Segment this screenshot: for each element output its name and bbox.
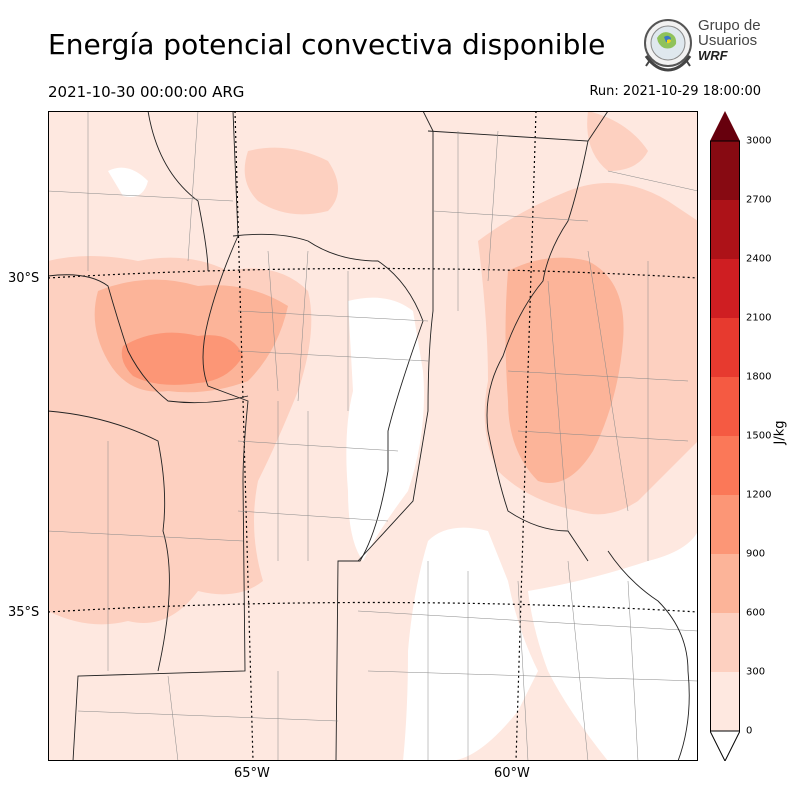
colorbar-band xyxy=(710,495,740,554)
lon-label-60w: 60°W xyxy=(494,766,530,781)
colorbar-tick-label: 2100 xyxy=(746,312,772,324)
cape-zero-area xyxy=(108,167,148,197)
logo-line-3: WRF xyxy=(698,48,728,63)
colorbar-unit: J/kg xyxy=(772,420,788,445)
valid-time: 2021-10-30 00:00:00 ARG xyxy=(48,83,245,101)
parallel-35s xyxy=(48,601,698,613)
colorbar-tick-label: 1800 xyxy=(746,371,772,383)
colorbar-band xyxy=(710,613,740,672)
lat-label-35s: 35°S xyxy=(8,605,40,620)
colorbar-tick-label: 2400 xyxy=(746,253,772,265)
colorbar-band xyxy=(710,318,740,377)
cape-fill-300 xyxy=(587,111,648,171)
cape-fill-900 xyxy=(121,332,243,385)
lon-label-65w: 65°W xyxy=(234,766,270,781)
colorbar xyxy=(710,111,740,761)
colorbar-tick-label: 300 xyxy=(746,666,766,678)
colorbar-band xyxy=(710,554,740,613)
logo-line-1: Grupo de xyxy=(698,17,761,34)
chart-title: Energía potencial convectiva disponible xyxy=(48,28,606,61)
meridian-65w xyxy=(234,111,254,761)
colorbar-band xyxy=(710,259,740,318)
department-boundaries xyxy=(48,111,698,761)
globe-icon xyxy=(644,19,692,72)
colorbar-band xyxy=(710,436,740,495)
colorbar-tick-label: 3000 xyxy=(746,135,772,147)
parallel-30s xyxy=(48,267,698,279)
colorbar-over-arrow xyxy=(710,111,740,141)
colorbar-band xyxy=(710,141,740,200)
cape-fill-600 xyxy=(505,257,624,483)
colorbar-band xyxy=(710,200,740,259)
colorbar-tick-label: 2700 xyxy=(746,194,772,206)
colorbar-tick-label: 0 xyxy=(746,725,753,737)
colorbar-under-arrow xyxy=(710,730,740,761)
lat-label-30s: 30°S xyxy=(8,271,40,286)
colorbar-tick-label: 1200 xyxy=(746,489,772,501)
cape-fill-300 xyxy=(244,147,338,215)
meridian-60w xyxy=(515,111,537,761)
logo-line-2: Usuarios xyxy=(698,32,758,49)
colorbar-tick-label: 1500 xyxy=(746,430,772,442)
colorbar-tick-label: 600 xyxy=(746,607,766,619)
colorbar-band xyxy=(710,672,740,731)
province-boundaries xyxy=(48,111,609,761)
cape-zero-area xyxy=(403,527,538,761)
colorbar-band xyxy=(710,377,740,436)
cape-zero-area xyxy=(346,297,424,561)
coastline xyxy=(607,550,690,761)
cape-map xyxy=(48,111,698,761)
wrf-logo: Grupo de Usuarios WRF xyxy=(640,16,761,74)
run-time: Run: 2021-10-29 18:00:00 xyxy=(589,84,761,99)
colorbar-tick-label: 900 xyxy=(746,548,766,560)
